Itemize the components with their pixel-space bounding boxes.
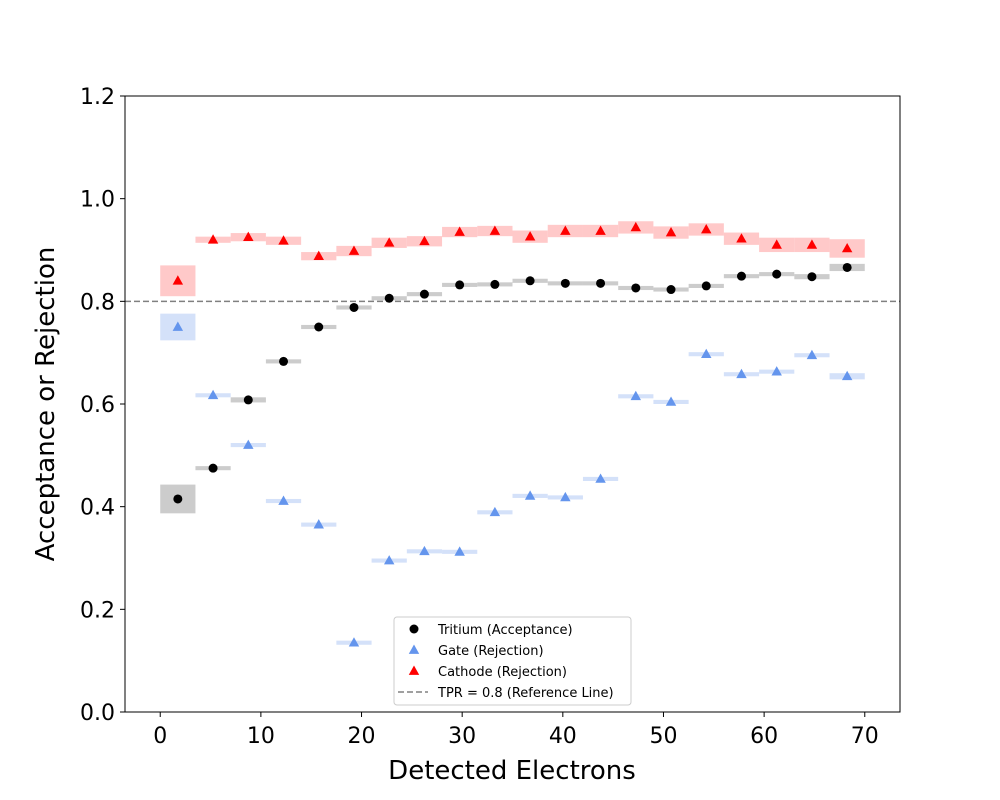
- point-tritium-7: [419, 289, 429, 299]
- point-gate-10: [524, 490, 536, 500]
- point-cathode-16: [736, 233, 747, 243]
- point-cathode-8: [454, 226, 465, 236]
- point-gate-1: [207, 389, 219, 400]
- legend-entry-2-label: Cathode (Rejection): [438, 665, 567, 680]
- point-tritium-16: [736, 271, 746, 281]
- x-tick-label-60: 60: [750, 724, 778, 749]
- point-cathode-0: [172, 275, 184, 285]
- point-cathode-3: [278, 235, 289, 245]
- point-cathode-4: [313, 250, 324, 261]
- point-tritium-11: [560, 278, 570, 288]
- point-cathode-5: [348, 245, 360, 255]
- point-cathode-15: [701, 223, 712, 234]
- point-gate-3: [278, 495, 289, 505]
- point-gate-0: [172, 321, 184, 331]
- legend-entry-2-marker: [408, 665, 420, 675]
- legend-entry-1-label: Gate (Rejection): [438, 644, 544, 659]
- point-gate-12: [595, 473, 606, 483]
- point-tritium-2: [243, 395, 253, 405]
- point-tritium-12: [596, 278, 606, 288]
- point-tritium-17: [772, 269, 782, 279]
- point-gate-9: [489, 506, 501, 517]
- point-cathode-13: [630, 221, 642, 232]
- point-tritium-5: [349, 302, 359, 312]
- legend-entry-3-label: TPR = 0.8 (Reference Line): [437, 686, 614, 701]
- y-tick-label-0.2: 0.2: [80, 598, 115, 623]
- x-tick-label-0: 0: [153, 724, 167, 749]
- y-axis: 0.0 0.2 0.4 0.6 0.8 1.0 1.2: [80, 85, 125, 726]
- x-axis: 0 10 20 30 40 50 60 70: [153, 712, 879, 749]
- point-cathode-6: [383, 237, 395, 247]
- point-cathode-9: [489, 225, 501, 235]
- point-tritium-4: [314, 322, 324, 332]
- legend: Tritium (Acceptance) Gate (Rejection) Cath…: [393, 616, 632, 706]
- point-gate-5: [348, 637, 360, 647]
- legend-entry-0-marker: [409, 624, 419, 634]
- point-cathode-10: [524, 231, 536, 241]
- point-gate-19: [841, 370, 853, 381]
- legend-entry-0-label: Tritium (Acceptance): [437, 623, 573, 638]
- x-tick-label-30: 30: [448, 724, 476, 749]
- point-cathode-1: [207, 234, 219, 244]
- point-tritium-6: [384, 293, 394, 303]
- point-gate-18: [806, 349, 818, 360]
- data-markers: [172, 221, 853, 647]
- point-cathode-19: [841, 242, 853, 253]
- x-tick-label-50: 50: [649, 724, 677, 749]
- x-tick-label-70: 70: [851, 724, 879, 749]
- y-tick-label-0.8: 0.8: [80, 290, 115, 315]
- point-gate-7: [419, 545, 430, 556]
- point-tritium-8: [455, 280, 465, 290]
- point-gate-13: [630, 390, 642, 401]
- point-gate-14: [665, 396, 677, 406]
- y-tick-label-0.6: 0.6: [80, 393, 115, 418]
- y-tick-label-0.4: 0.4: [80, 496, 115, 521]
- legend-box: [393, 616, 632, 706]
- y-axis-label: Acceptance or Rejection: [31, 247, 61, 562]
- y-tick-label-1.2: 1.2: [80, 85, 115, 110]
- point-tritium-10: [525, 276, 535, 286]
- point-tritium-1: [208, 463, 218, 473]
- point-tritium-9: [490, 279, 500, 289]
- legend-items: Tritium (Acceptance) Gate (Rejection) Cath…: [398, 623, 614, 701]
- point-tritium-0: [173, 494, 183, 504]
- point-gate-6: [383, 555, 395, 565]
- y-tick-label-0: 0.0: [80, 701, 115, 726]
- y-tick-label-1: 1.0: [80, 188, 115, 213]
- x-tick-label-10: 10: [247, 724, 275, 749]
- point-tritium-3: [279, 356, 289, 366]
- point-gate-17: [771, 366, 782, 376]
- point-tritium-18: [807, 272, 817, 282]
- point-tritium-15: [701, 281, 711, 291]
- x-tick-label-40: 40: [549, 724, 577, 749]
- point-cathode-11: [560, 225, 571, 235]
- point-tritium-14: [666, 285, 676, 295]
- point-tritium-19: [842, 262, 852, 272]
- point-gate-8: [454, 546, 465, 556]
- point-cathode-7: [419, 235, 430, 246]
- point-tritium-13: [631, 283, 641, 293]
- x-axis-label: Detected Electrons: [388, 756, 636, 786]
- point-gate-11: [560, 491, 571, 502]
- point-cathode-14: [665, 227, 677, 237]
- point-gate-16: [736, 368, 747, 379]
- legend-entry-1-marker: [408, 644, 420, 654]
- point-cathode-18: [806, 239, 818, 249]
- x-tick-label-20: 20: [348, 724, 376, 749]
- point-gate-2: [243, 439, 254, 449]
- point-cathode-17: [771, 239, 782, 249]
- point-gate-4: [313, 519, 324, 529]
- point-cathode-2: [243, 231, 254, 242]
- point-gate-15: [701, 348, 712, 359]
- point-cathode-12: [595, 225, 606, 235]
